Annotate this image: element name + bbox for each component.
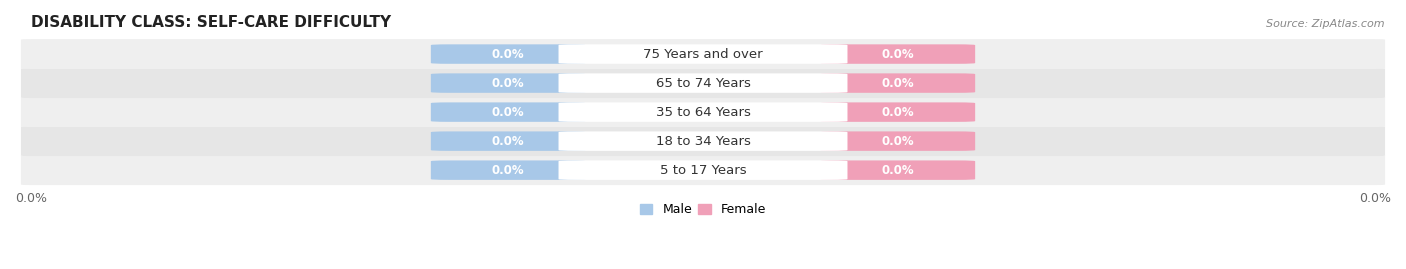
Text: 75 Years and over: 75 Years and over (643, 48, 763, 61)
FancyBboxPatch shape (558, 73, 848, 93)
FancyBboxPatch shape (558, 44, 848, 64)
FancyBboxPatch shape (821, 44, 976, 64)
FancyBboxPatch shape (430, 102, 585, 122)
FancyBboxPatch shape (21, 126, 1385, 156)
FancyBboxPatch shape (430, 73, 585, 93)
Text: 0.0%: 0.0% (882, 134, 914, 148)
FancyBboxPatch shape (21, 68, 1385, 98)
Text: 0.0%: 0.0% (492, 106, 524, 119)
FancyBboxPatch shape (821, 132, 976, 151)
FancyBboxPatch shape (430, 160, 585, 180)
Text: 0.0%: 0.0% (882, 77, 914, 90)
FancyBboxPatch shape (558, 160, 848, 180)
FancyBboxPatch shape (21, 39, 1385, 69)
FancyBboxPatch shape (430, 132, 585, 151)
FancyBboxPatch shape (821, 73, 976, 93)
Text: 0.0%: 0.0% (882, 48, 914, 61)
Text: 0.0%: 0.0% (492, 77, 524, 90)
FancyBboxPatch shape (821, 102, 976, 122)
Text: DISABILITY CLASS: SELF-CARE DIFFICULTY: DISABILITY CLASS: SELF-CARE DIFFICULTY (31, 15, 391, 30)
FancyBboxPatch shape (430, 44, 585, 64)
FancyBboxPatch shape (558, 132, 848, 151)
Text: 0.0%: 0.0% (882, 106, 914, 119)
Text: 18 to 34 Years: 18 to 34 Years (655, 134, 751, 148)
Text: 0.0%: 0.0% (492, 134, 524, 148)
Text: 0.0%: 0.0% (882, 164, 914, 177)
Text: 0.0%: 0.0% (492, 164, 524, 177)
FancyBboxPatch shape (21, 155, 1385, 185)
FancyBboxPatch shape (558, 102, 848, 122)
Text: 65 to 74 Years: 65 to 74 Years (655, 77, 751, 90)
Text: 5 to 17 Years: 5 to 17 Years (659, 164, 747, 177)
Legend: Male, Female: Male, Female (636, 198, 770, 221)
Text: 35 to 64 Years: 35 to 64 Years (655, 106, 751, 119)
FancyBboxPatch shape (21, 97, 1385, 127)
FancyBboxPatch shape (821, 160, 976, 180)
Text: Source: ZipAtlas.com: Source: ZipAtlas.com (1267, 19, 1385, 29)
Text: 0.0%: 0.0% (492, 48, 524, 61)
